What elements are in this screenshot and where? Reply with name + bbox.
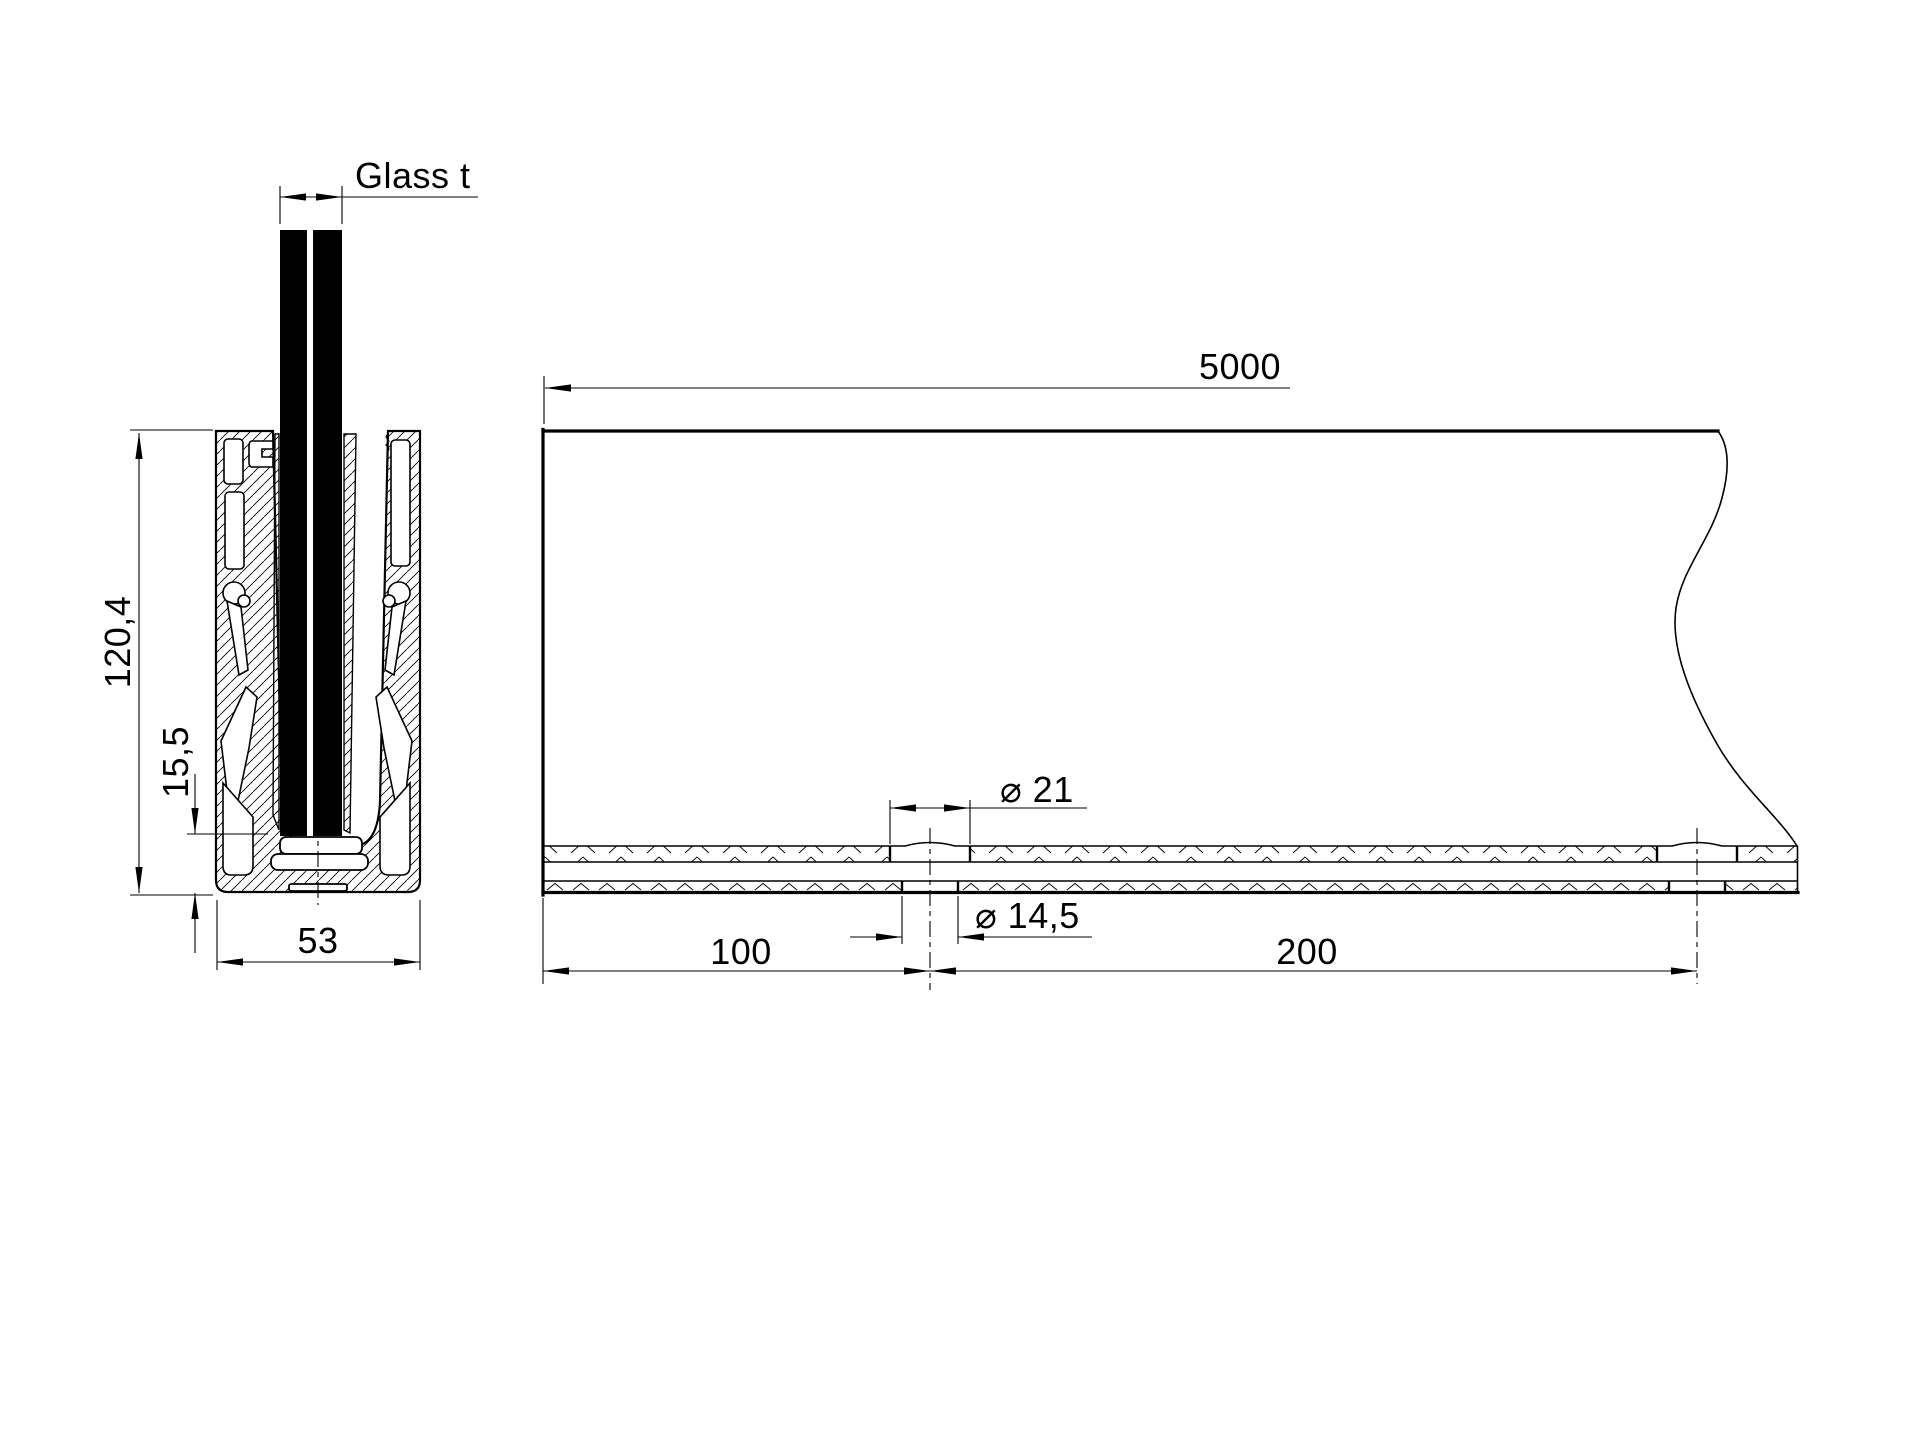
- dim-profile-width: 53: [216, 900, 421, 970]
- void-left-foot: [222, 780, 254, 876]
- glass-seat-depth-label: 15,5: [155, 726, 196, 798]
- dim-profile-length: 5000: [543, 346, 1290, 424]
- lower-base-strip: [543, 881, 1798, 891]
- upper-strip-top-line: [543, 841, 1798, 847]
- dim-glass-seat-depth: 15,5: [155, 726, 268, 953]
- void-right-keyhole-tail: [384, 599, 408, 677]
- glass-pane-right: [313, 230, 342, 836]
- panel-break-line: [1674, 430, 1798, 847]
- upper-hole-diameter-label: ⌀ 21: [1000, 769, 1074, 810]
- left-wedge-insert: [272, 433, 280, 831]
- section-view: Glass t 120,4 15,5 53: [97, 155, 478, 970]
- dim-glass-thickness: Glass t: [279, 155, 478, 224]
- elevation-view: 5000 ⌀ 21 ⌀ 14,5 100 200: [541, 346, 1800, 990]
- setting-block-upper: [279, 836, 363, 855]
- glass-pane-left: [280, 230, 307, 836]
- void-right-keyhole-bump: [382, 594, 396, 608]
- right-jaw-serration: [385, 432, 390, 454]
- upper-gasket-strip: [543, 846, 1798, 862]
- lower-strip-hole-right: [1669, 880, 1725, 891]
- void-right-foot: [379, 780, 411, 876]
- profile-height-label: 120,4: [97, 596, 138, 689]
- profile-length-label: 5000: [1199, 346, 1281, 387]
- glass-thickness-label: Glass t: [355, 155, 471, 196]
- void-left-top: [223, 438, 244, 485]
- right-wedge-insert: [343, 433, 357, 835]
- lower-hole-diameter-label: ⌀ 14,5: [975, 895, 1080, 936]
- profile-width-label: 53: [297, 920, 338, 961]
- void-left-keyhole-tail: [225, 599, 249, 677]
- dim-hole-spacing: 200: [930, 931, 1697, 975]
- first-hole-offset-label: 100: [710, 931, 772, 972]
- void-left-keyhole-bump: [237, 594, 251, 608]
- hole-spacing-label: 200: [1276, 931, 1338, 972]
- setting-block-lower: [270, 853, 369, 871]
- void-right-top: [390, 439, 411, 567]
- void-left-mid: [224, 491, 245, 570]
- lower-strip-hole-left: [902, 880, 958, 891]
- void-left-clip-notch: [248, 440, 274, 468]
- dim-upper-hole-diameter: ⌀ 21: [889, 769, 1087, 844]
- dim-profile-height: 120,4: [97, 429, 213, 896]
- dim-first-hole-offset: 100: [542, 898, 930, 984]
- dim-lower-hole-diameter: ⌀ 14,5: [850, 895, 1092, 944]
